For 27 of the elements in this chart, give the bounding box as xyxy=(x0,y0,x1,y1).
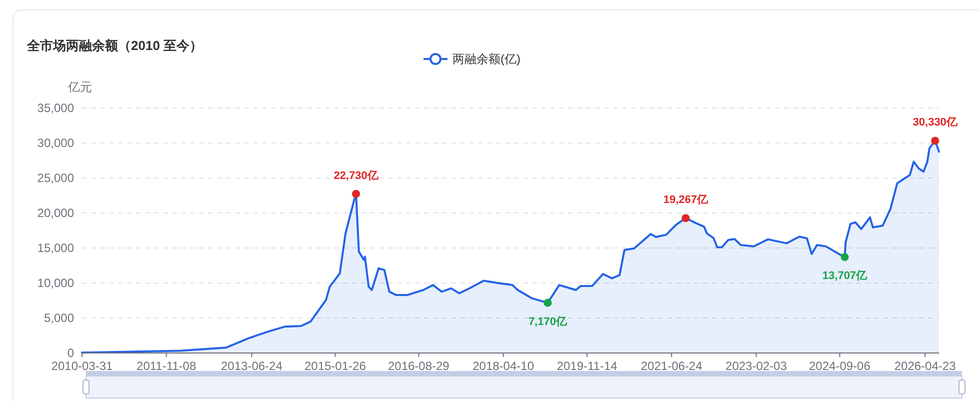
y-tick-label: 5,000 xyxy=(44,311,74,326)
x-tick-label: 2011-11-08 xyxy=(136,359,196,373)
annotation: 13,707亿 xyxy=(822,270,868,282)
y-tick-label: 30,000 xyxy=(37,136,74,150)
x-tick-label: 2015-01-26 xyxy=(304,359,366,373)
y-tick-label: 10,000 xyxy=(37,276,74,290)
y-tick-label: 0 xyxy=(67,346,74,360)
x-tick-label: 2019-11-14 xyxy=(556,359,618,373)
x-tick-label: 2018-04-10 xyxy=(472,359,534,373)
x-tick-label: 2010-03-31 xyxy=(51,359,114,373)
annotation: 30,330亿 xyxy=(912,116,958,129)
y-tick-label: 20,000 xyxy=(37,206,74,220)
x-tick-label: 2013-06-24 xyxy=(221,359,283,373)
legend-label: 两融余额(亿) xyxy=(452,52,520,66)
y-tick-label: 15,000 xyxy=(37,241,74,256)
y-axis-title: 亿元 xyxy=(67,80,92,94)
x-tick-label: 2026-04-23 xyxy=(894,359,956,373)
x-tick-label: 2016-08-29 xyxy=(388,359,450,373)
x-tick-label: 2024-09-06 xyxy=(809,359,871,373)
annotation: 19,267亿 xyxy=(663,194,709,206)
x-tick-label: 2023-02-03 xyxy=(726,359,788,373)
y-tick-label: 25,000 xyxy=(37,171,74,186)
annotation: 7,170亿 xyxy=(528,316,568,328)
chart-title: 全市场两融余额（2010 至今） xyxy=(26,38,203,53)
y-tick-label: 35,000 xyxy=(37,101,74,116)
annotation: 22,730亿 xyxy=(334,170,380,182)
x-tick-label: 2021-06-24 xyxy=(640,359,703,373)
